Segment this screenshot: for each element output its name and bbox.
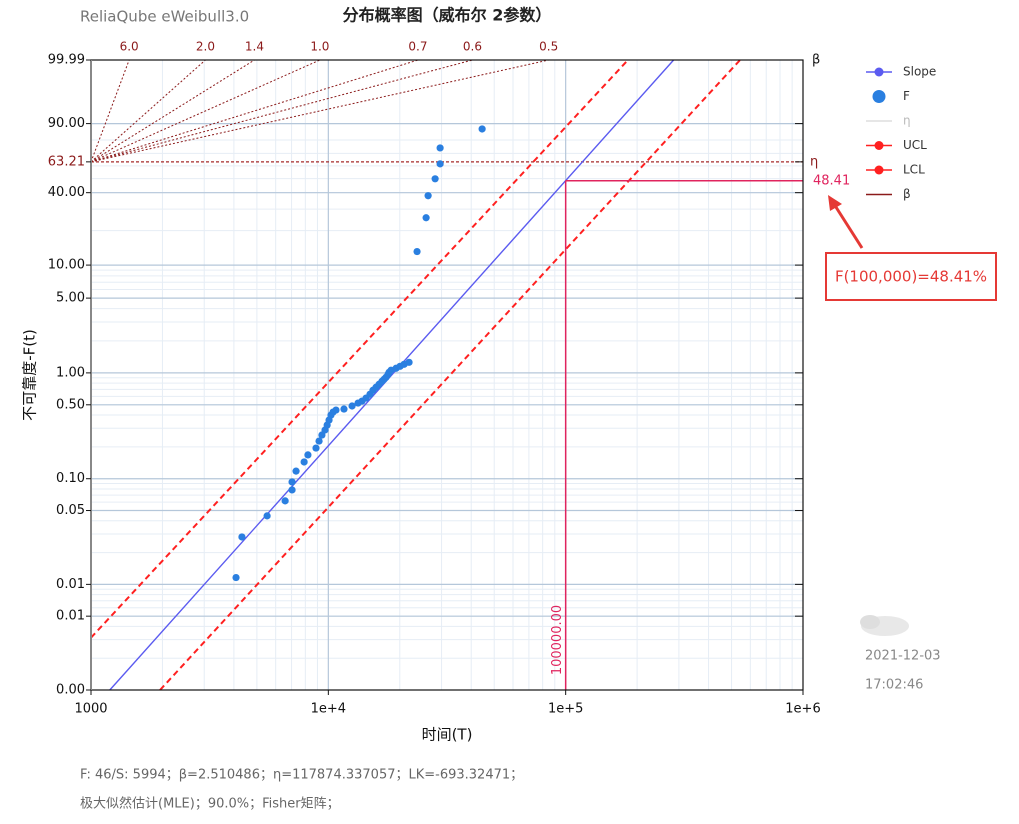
- data-point: [478, 125, 486, 133]
- x-tick-label: 1e+6: [785, 702, 820, 717]
- y-tick-label: 0.50: [56, 397, 85, 412]
- beta-label: 2.0: [196, 40, 215, 54]
- watermark-blur: [860, 615, 909, 636]
- y-tick-label: 63.21: [48, 154, 85, 169]
- date: 2021-12-03: [865, 649, 941, 664]
- time: 17:02:46: [865, 678, 923, 693]
- confidence-line: [159, 59, 741, 691]
- data-point: [431, 175, 439, 183]
- data-point: [332, 406, 340, 414]
- y-tick-label: 0.05: [56, 503, 85, 518]
- beta-label: 6.0: [120, 40, 139, 54]
- data-point: [436, 144, 444, 152]
- beta-axis-label: β: [812, 53, 820, 68]
- y-tick-label: 99.99: [48, 53, 85, 68]
- beta-line: [90, 59, 419, 163]
- footer-stats: F: 46/S: 5994；β=2.510486；η=117874.337057…: [80, 768, 523, 783]
- data-point: [340, 405, 348, 413]
- legend-label: F: [903, 89, 910, 103]
- slope-line: [109, 59, 675, 691]
- data-point: [281, 497, 289, 505]
- data-point: [312, 444, 320, 452]
- data-point: [424, 192, 432, 200]
- y-axis-label: 不可靠度-F(t): [21, 329, 39, 421]
- confidence-line: [90, 59, 629, 639]
- y-tick-label: 5.00: [56, 291, 85, 306]
- beta-line: [90, 59, 130, 163]
- legend-label: UCL: [903, 138, 927, 152]
- data-point: [413, 247, 421, 256]
- plot-frame: [90, 59, 804, 691]
- data-point: [405, 358, 413, 366]
- query-value-label: 48.41: [813, 173, 850, 188]
- eta-label: η: [810, 154, 818, 169]
- y-tick-label: 0.01: [56, 609, 85, 624]
- legend: Slope Fη UCL LCL β: [866, 65, 936, 201]
- y-tick-label: 40.00: [48, 185, 85, 200]
- marks: [90, 59, 803, 691]
- grid: [91, 60, 803, 690]
- data-point: [422, 214, 430, 222]
- y-tick-label: 1.00: [56, 365, 85, 380]
- x-tick-label: 1e+4: [311, 702, 346, 717]
- y-tick-label: 90.00: [48, 116, 85, 131]
- data-point: [315, 437, 323, 445]
- data-point: [288, 478, 296, 486]
- beta-line: [90, 59, 321, 163]
- beta-label: 1.4: [245, 40, 264, 54]
- beta-line: [90, 59, 206, 163]
- legend-label: LCL: [903, 163, 925, 177]
- annotation-arrow: [828, 195, 864, 249]
- legend-swatch: [874, 165, 884, 175]
- data-point: [232, 573, 240, 582]
- legend-label: β: [903, 187, 911, 201]
- legend-swatch: [874, 141, 884, 150]
- beta-label: 0.7: [408, 40, 427, 54]
- legend-label: η: [903, 114, 911, 128]
- x-tick-label: 1000: [74, 702, 107, 717]
- legend-swatch: [872, 90, 886, 103]
- beta-label: 0.6: [463, 40, 482, 54]
- data-point: [300, 458, 308, 466]
- beta-label: 0.5: [539, 40, 558, 54]
- beta-line: [90, 59, 549, 163]
- query-x-label: 100000.00: [550, 605, 565, 675]
- legend-label: Slope: [903, 65, 936, 79]
- data-point: [292, 467, 300, 475]
- beta-line: [90, 59, 255, 163]
- data-point: [436, 160, 444, 168]
- chart-title: 分布概率图（威布尔 2参数）: [343, 6, 552, 25]
- data-point: [238, 533, 246, 541]
- y-tick-label: 10.00: [48, 258, 85, 273]
- data-point: [263, 512, 271, 520]
- annotation-box: [825, 252, 997, 301]
- beta-line: [90, 59, 473, 163]
- beta-label: 1.0: [310, 40, 329, 54]
- data-point: [348, 402, 356, 410]
- annotation-text: F(100,000)=48.41%: [835, 268, 987, 286]
- legend-swatch: [874, 67, 884, 77]
- x-axis-label: 时间(T): [422, 726, 473, 744]
- y-tick-label: 0.01: [56, 577, 85, 592]
- app-name: ReliaQube eWeibull3.0: [80, 8, 249, 26]
- footer-method: 极大似然估计(MLE)；90.0%；Fisher矩阵；: [80, 796, 340, 812]
- y-tick-label: 0.00: [56, 683, 85, 698]
- data-point: [288, 486, 296, 494]
- data-point: [304, 451, 312, 459]
- y-tick-label: 0.10: [56, 471, 85, 486]
- x-tick-label: 1e+5: [548, 702, 583, 717]
